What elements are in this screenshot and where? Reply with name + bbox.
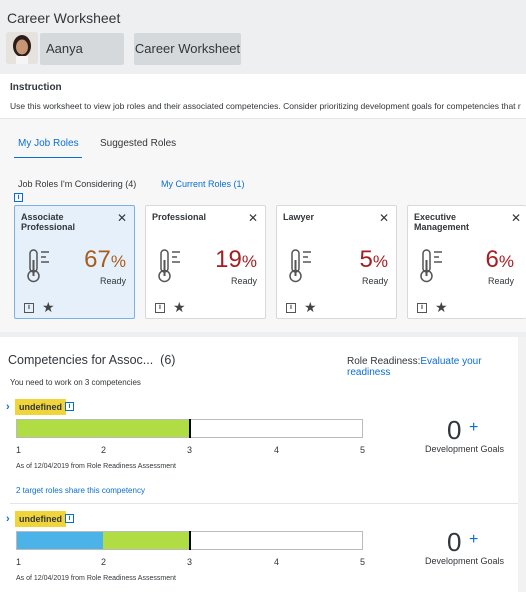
scale-tick: 3 (187, 557, 193, 567)
competencies-panel: Competencies for Assoc... (6) Role Readi… (0, 337, 526, 592)
avatar[interactable] (6, 32, 38, 64)
role-name: Associate Professional (21, 212, 76, 232)
close-icon[interactable]: ✕ (247, 211, 258, 225)
tab-bar: My Job Roles Suggested Roles (0, 118, 526, 159)
user-menu-button[interactable]: Aanya Singh⌄ (40, 33, 124, 88)
role-readiness: Role Readiness:Evaluate your readiness (347, 356, 482, 378)
bar-self-level (17, 532, 103, 549)
readiness-percent: 6% (485, 246, 514, 273)
readiness-label: Ready (230, 276, 257, 286)
instruction-panel: Instruction Use this worksheet to view j… (0, 74, 526, 118)
add-goal-icon[interactable]: + (469, 419, 479, 436)
role-card[interactable]: Professional ✕ 19% Ready i ★ (145, 205, 266, 319)
scale-tick: 4 (274, 445, 280, 455)
thermometer-icon (25, 248, 55, 289)
competencies-need-text: You need to work on 3 competencies (10, 378, 141, 387)
star-icon[interactable]: ★ (435, 299, 448, 315)
role-card[interactable]: Executive Management ✕ 6% Ready i ★ (407, 205, 526, 319)
bar-scale: 1 2 3 4 5 (16, 557, 376, 569)
role-name: Executive Management (414, 212, 470, 232)
instruction-text: Use this worksheet to view job roles and… (10, 101, 521, 111)
readiness-percent: 5% (359, 246, 388, 273)
app-header: Career Worksheet Aanya Singh⌄ Career Wor… (0, 0, 526, 88)
thermometer-icon (156, 248, 186, 289)
chevron-right-icon[interactable]: › (6, 401, 10, 413)
shared-roles-link[interactable]: 2 target roles share this competency (16, 486, 145, 495)
bar-current-level (17, 420, 190, 437)
add-goal-icon[interactable]: + (469, 531, 479, 548)
row-divider (10, 503, 526, 504)
app-title: Career Worksheet (7, 10, 121, 26)
tab-my-job-roles[interactable]: My Job Roles (18, 138, 79, 149)
close-icon[interactable]: ✕ (378, 211, 389, 225)
readiness-percent: 67% (84, 246, 126, 273)
info-icon[interactable]: i (24, 303, 34, 313)
competency-bar (16, 419, 363, 438)
scale-tick: 1 (16, 557, 22, 567)
competency-bar (16, 531, 363, 550)
role-name: Professional (152, 212, 207, 222)
scrollbar[interactable] (518, 337, 526, 592)
competency-name: undefined (15, 511, 66, 527)
bar-required-marker (189, 419, 191, 438)
scale-tick: 5 (360, 445, 366, 455)
info-icon[interactable]: i (65, 514, 74, 523)
readiness-label: Ready (487, 276, 514, 286)
bar-scale: 1 2 3 4 5 (16, 445, 376, 457)
as-of-text: As of 12/04/2019 from Role Readiness Ass… (16, 463, 176, 470)
scale-tick: 2 (101, 445, 107, 455)
competencies-title: Competencies for Assoc... (6) (8, 353, 176, 367)
chevron-right-icon[interactable]: › (6, 513, 10, 525)
info-icon[interactable]: i (155, 303, 165, 313)
info-icon[interactable]: i (14, 193, 23, 202)
development-goals-label: Development Goals (425, 444, 505, 454)
scale-tick: 1 (16, 445, 22, 455)
evaluate-readiness-link[interactable]: Evaluate your readiness (347, 356, 482, 378)
info-icon[interactable]: i (417, 303, 427, 313)
role-name: Lawyer (283, 212, 315, 222)
bar-required-marker (189, 531, 191, 550)
as-of-text: As of 12/04/2019 from Role Readiness Ass… (16, 575, 176, 582)
career-worksheet-button[interactable]: Career Worksheet (134, 33, 241, 65)
subtab-current-roles[interactable]: My Current Roles (1) (161, 179, 245, 189)
star-icon[interactable]: ★ (173, 299, 186, 315)
star-icon[interactable]: ★ (304, 299, 317, 315)
close-icon[interactable]: ✕ (116, 211, 127, 225)
instruction-title: Instruction (10, 82, 62, 93)
readiness-label: Ready (361, 276, 388, 286)
job-roles-section: Job Roles I'm Considering (4) My Current… (0, 158, 526, 332)
tab-suggested-roles[interactable]: Suggested Roles (100, 138, 177, 149)
role-card[interactable]: Associate Professional ✕ 67% Ready i ★ (14, 205, 135, 319)
scale-tick: 2 (101, 557, 107, 567)
info-icon[interactable]: i (65, 402, 74, 411)
info-icon[interactable]: i (286, 303, 296, 313)
star-icon[interactable]: ★ (42, 299, 55, 315)
subtab-considering[interactable]: Job Roles I'm Considering (4) (18, 179, 137, 189)
readiness-percent: 19% (215, 246, 257, 273)
readiness-label: Ready (99, 276, 126, 286)
development-goals-count: 0 (447, 527, 462, 557)
thermometer-icon (418, 248, 448, 289)
thermometer-icon (287, 248, 317, 289)
development-goals-count: 0 (447, 415, 462, 445)
close-icon[interactable]: ✕ (510, 211, 521, 225)
scale-tick: 5 (360, 557, 366, 567)
scale-tick: 4 (274, 557, 280, 567)
role-card[interactable]: Lawyer ✕ 5% Ready i ★ (276, 205, 397, 319)
competency-name: undefined (15, 399, 66, 415)
development-goals-label: Development Goals (425, 556, 505, 566)
scale-tick: 3 (187, 445, 193, 455)
